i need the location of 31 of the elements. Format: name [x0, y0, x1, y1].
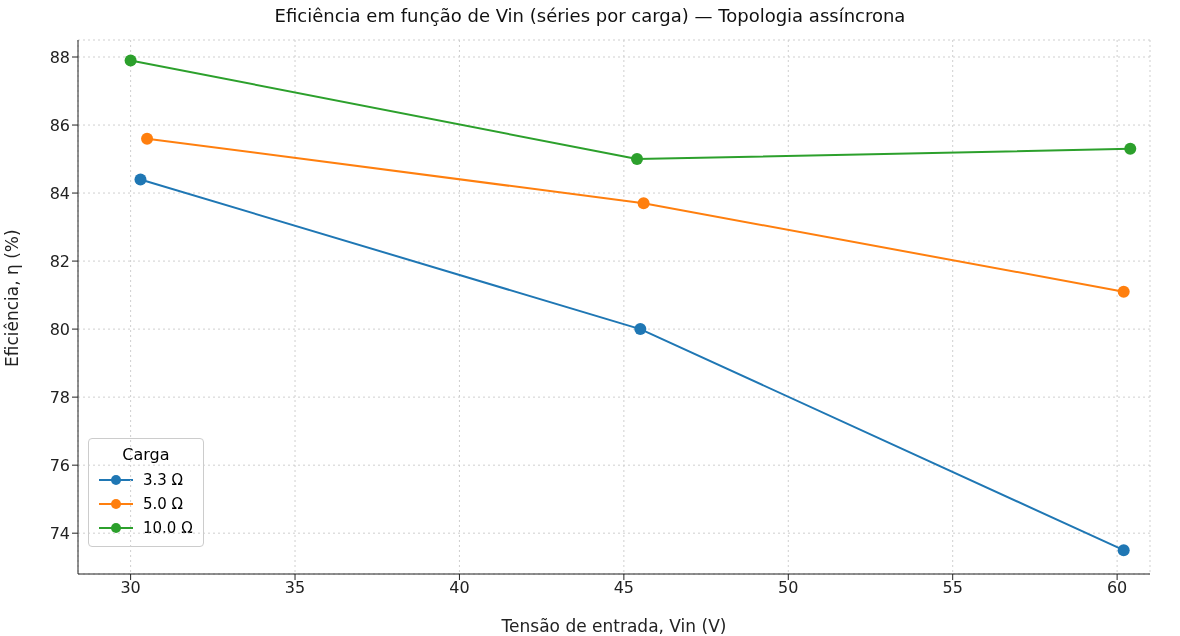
x-tick-label: 45: [613, 578, 635, 598]
x-tick-label: 35: [284, 578, 306, 598]
x-tick-label: 50: [778, 578, 799, 598]
y-tick-label: 84: [49, 183, 70, 203]
point: [134, 173, 147, 186]
y-tick-label: 88: [49, 47, 70, 67]
point: [141, 132, 154, 145]
y-tick-label: 82: [49, 251, 70, 271]
point: [1117, 285, 1130, 298]
point: [631, 153, 644, 166]
x-tick-label: 30: [120, 578, 141, 598]
y-tick-label: 76: [49, 455, 70, 475]
y-tick-label: 74: [49, 523, 70, 543]
y-axis-title: Eficiência, η (%): [2, 229, 23, 367]
chart-title: Eficiência em função de Vin (séries por carga) — Topologia assíncrona: [273, 4, 907, 28]
x-tick-label: 60: [1106, 578, 1128, 598]
legend-label: 10.0 Ω: [143, 519, 193, 537]
x-axis-title: Tensão de entrada, Vin (V): [500, 616, 727, 636]
x-tick-label: 40: [449, 578, 470, 598]
legend-label: 5.0 Ω: [143, 495, 184, 513]
legend-label: 3.3 Ω: [143, 471, 184, 489]
point: [1124, 142, 1137, 155]
point: [1117, 544, 1130, 557]
y-tick-label: 86: [49, 115, 70, 135]
point: [637, 197, 650, 210]
point: [634, 323, 647, 336]
legend-title: Carga: [121, 445, 171, 464]
x-tick-label: 55: [942, 578, 963, 598]
point: [124, 54, 137, 67]
y-tick-label: 78: [49, 387, 70, 407]
y-tick-label: 80: [49, 319, 70, 339]
